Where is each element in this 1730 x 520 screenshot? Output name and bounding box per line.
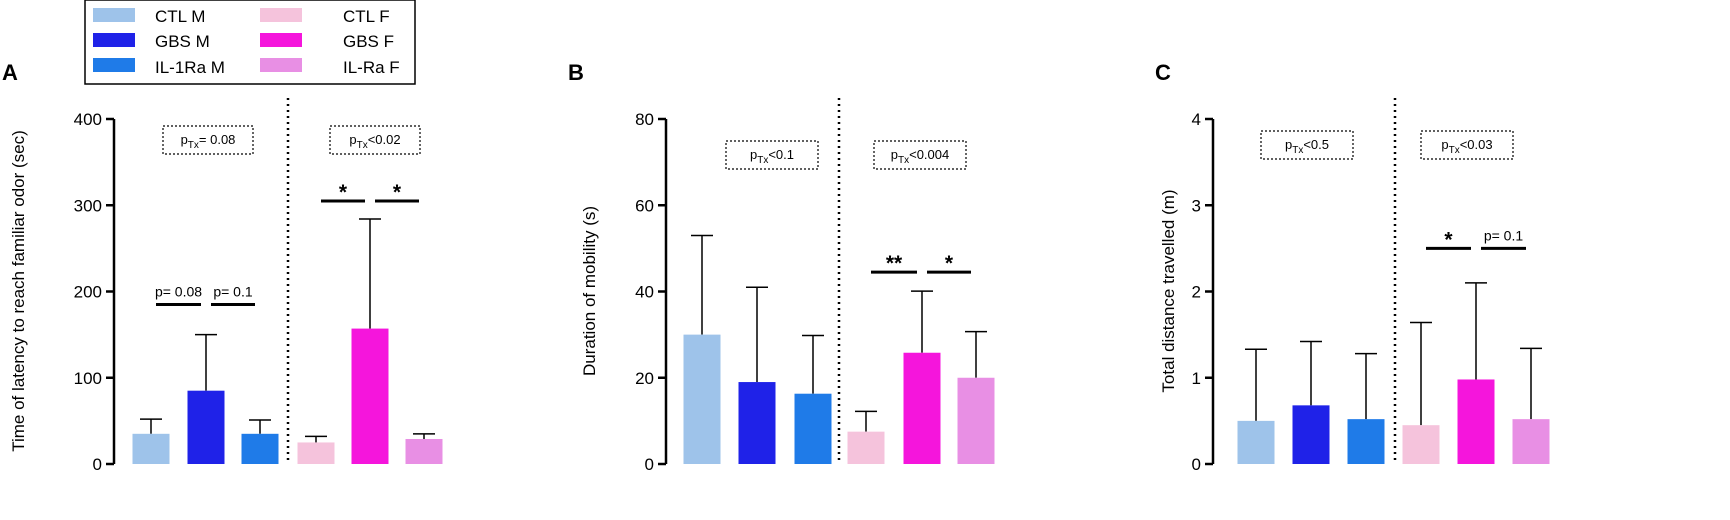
ptx-box-c — [1260, 130, 1354, 160]
y-tick-label-a: 400 — [74, 110, 102, 129]
ptx-box-b — [725, 140, 819, 170]
legend-swatch-gbs-f — [260, 33, 302, 47]
bar-b-ctl-m — [683, 334, 721, 464]
y-tick-label-b: 0 — [645, 455, 654, 474]
ptx-annotation-c: pTx<0.5 — [1285, 137, 1329, 156]
comparison-label-b: ** — [886, 252, 903, 275]
legend-swatch-gbs-m — [93, 33, 135, 47]
y-tick-label-a: 300 — [74, 196, 102, 215]
y-tick-label-b: 20 — [635, 369, 654, 388]
legend-label-gbs-m: GBS M — [155, 32, 210, 51]
ptx-box-b — [873, 140, 967, 170]
legend-label-gbs-f: GBS F — [343, 32, 394, 51]
legend-label-ilra-f: IL-Ra F — [343, 58, 400, 77]
panel-letter-b: B — [568, 60, 584, 85]
y-axis-label-a: Time of latency to reach familiar odor (… — [9, 130, 28, 452]
y-axis-label-c: Total distance travelled (m) — [1159, 189, 1178, 392]
legend-swatch-il1ra-m — [93, 58, 135, 72]
legend-border — [84, 0, 416, 85]
comparison-label-c: p= 0.1 — [1484, 227, 1524, 243]
y-tick-label-a: 0 — [93, 455, 102, 474]
legend-swatch-ctl-m — [93, 8, 135, 22]
legend-swatch-ilra-f — [260, 58, 302, 72]
legend-label-ctl-m: CTL M — [155, 7, 205, 26]
ptx-box-a — [329, 125, 421, 155]
bar-a-ctl-f — [297, 442, 335, 464]
ptx-annotation-a: pTx<0.02 — [349, 132, 400, 151]
bar-b-ctl-f — [847, 431, 885, 464]
comparison-label-c: * — [1444, 228, 1453, 251]
y-tick-label-c: 1 — [1192, 369, 1201, 388]
bar-a-il-ra-f — [405, 438, 443, 464]
ptx-box-a — [162, 125, 254, 155]
comparison-label-a: * — [339, 181, 348, 204]
legend-label-il1ra-m: IL-1Ra M — [155, 58, 225, 77]
bar-c-gbs-f — [1457, 379, 1495, 464]
comparison-label-a: * — [393, 181, 402, 204]
y-tick-label-a: 200 — [74, 283, 102, 302]
y-tick-label-a: 100 — [74, 369, 102, 388]
y-tick-label-c: 0 — [1192, 455, 1201, 474]
bar-c-ctl-m — [1237, 420, 1275, 464]
y-tick-label-c: 3 — [1192, 196, 1201, 215]
bar-c-gbs-m — [1292, 405, 1330, 464]
y-tick-label-b: 40 — [635, 283, 654, 302]
y-tick-label-c: 4 — [1192, 110, 1201, 129]
panel-c: 0 1 2 3 4 pTx<0.5 pTx<0.03 * p= 0.1 — [1192, 98, 1550, 474]
bar-c-il-1ra-m — [1347, 419, 1385, 464]
y-tick-label-b: 60 — [635, 196, 654, 215]
bar-a-gbs-f — [351, 328, 389, 464]
ptx-annotation-b: pTx<0.004 — [891, 147, 949, 166]
y-axis-label-b: Duration of mobility (s) — [580, 206, 599, 376]
legend-swatch-ctl-f — [260, 8, 302, 22]
legend-label-ctl-f: CTL F — [343, 7, 390, 26]
bar-c-ctl-f — [1402, 425, 1440, 464]
panel-letter-c: C — [1155, 60, 1171, 85]
bar-b-gbs-f — [903, 352, 941, 464]
y-tick-label-b: 80 — [635, 110, 654, 129]
bar-c-il-ra-f — [1512, 419, 1550, 464]
panel-letter-a: A — [2, 60, 18, 85]
y-tick-label-c: 2 — [1192, 283, 1201, 302]
panel-a: 0 100 200 300 400 pTx= 0.08 pTx<0.02 p= 0.08 p= … — [74, 98, 443, 474]
bar-a-ctl-m — [132, 433, 170, 464]
ptx-annotation-b: pTx<0.1 — [750, 147, 794, 166]
bar-b-il-ra-f — [957, 377, 995, 464]
comparison-label-a: p= 0.1 — [213, 283, 253, 299]
comparison-label-b: * — [945, 252, 954, 275]
comparison-label-a: p= 0.08 — [155, 283, 202, 299]
bar-a-gbs-m — [187, 390, 225, 464]
ptx-box-c — [1420, 130, 1514, 160]
ptx-annotation-a: pTx= 0.08 — [181, 132, 236, 151]
ptx-annotation-c: pTx<0.03 — [1441, 137, 1492, 156]
bar-b-il-1ra-m — [794, 393, 832, 464]
bar-b-gbs-m — [738, 382, 776, 464]
bar-a-il-1ra-m — [241, 433, 279, 464]
legend: CTL M GBS M IL-1Ra M CTL F GBS F IL-Ra F — [84, 0, 416, 85]
